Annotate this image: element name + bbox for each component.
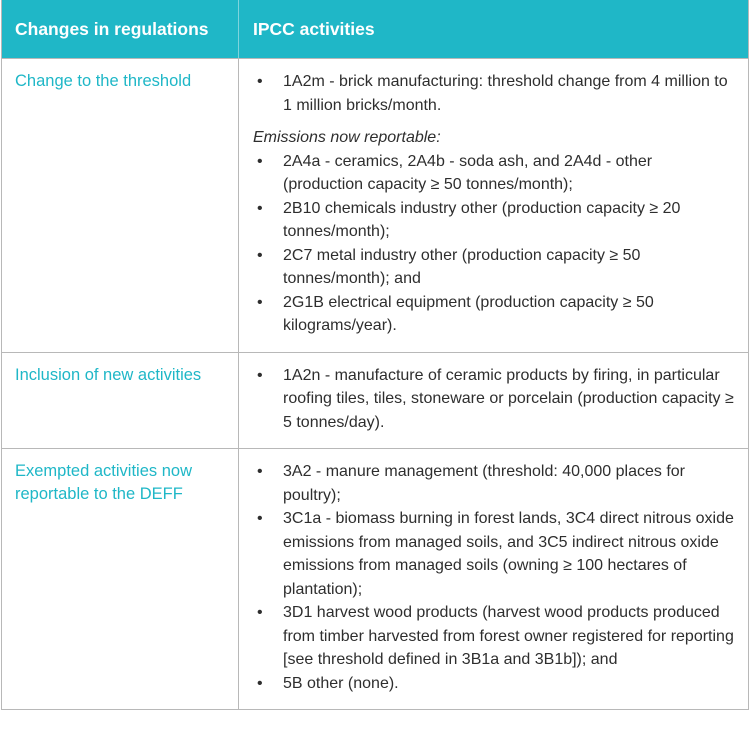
table-row-exempted-activities: Exempted activities now reportable to th… xyxy=(2,448,748,709)
row-label: Change to the threshold xyxy=(2,59,239,352)
header-ipcc-activities: IPCC activities xyxy=(253,18,375,39)
table-row-threshold: Change to the threshold 1A2m - brick man… xyxy=(2,58,748,352)
list-item: 3D1 harvest wood products (harvest wood … xyxy=(253,601,734,672)
row-activities: 3A2 - manure management (threshold: 40,0… xyxy=(239,449,748,709)
list-item: 2B10 chemicals industry other (productio… xyxy=(253,197,734,244)
row-activities: 1A2m - brick manufacturing: threshold ch… xyxy=(239,59,748,352)
list-item: 2G1B electrical equipment (production ca… xyxy=(253,291,734,338)
list-item: 5B other (none). xyxy=(253,672,734,696)
subheading-emissions-reportable: Emissions now reportable: xyxy=(253,129,441,146)
header-changes-in-regulations: Changes in regulations xyxy=(2,0,239,58)
table-row-new-activities: Inclusion of new activities 1A2n - manuf… xyxy=(2,351,748,449)
list-item: 3C1a - biomass burning in forest lands, … xyxy=(253,507,734,601)
list-item: 3A2 - manure management (threshold: 40,0… xyxy=(253,460,734,507)
regulations-table: Changes in regulations IPCC activities C… xyxy=(1,0,749,710)
table-header: Changes in regulations IPCC activities xyxy=(2,0,748,58)
list-item: 2C7 metal industry other (production cap… xyxy=(253,244,734,291)
row-activities: 1A2n - manufacture of ceramic products b… xyxy=(239,353,748,449)
list-item: 1A2m - brick manufacturing: threshold ch… xyxy=(253,70,734,117)
list-item: 1A2n - manufacture of ceramic products b… xyxy=(253,364,734,435)
row-label: Inclusion of new activities xyxy=(2,352,239,448)
row-label: Exempted activities now reportable to th… xyxy=(2,449,239,709)
list-item: 2A4a - ceramics, 2A4b - soda ash, and 2A… xyxy=(253,150,734,197)
